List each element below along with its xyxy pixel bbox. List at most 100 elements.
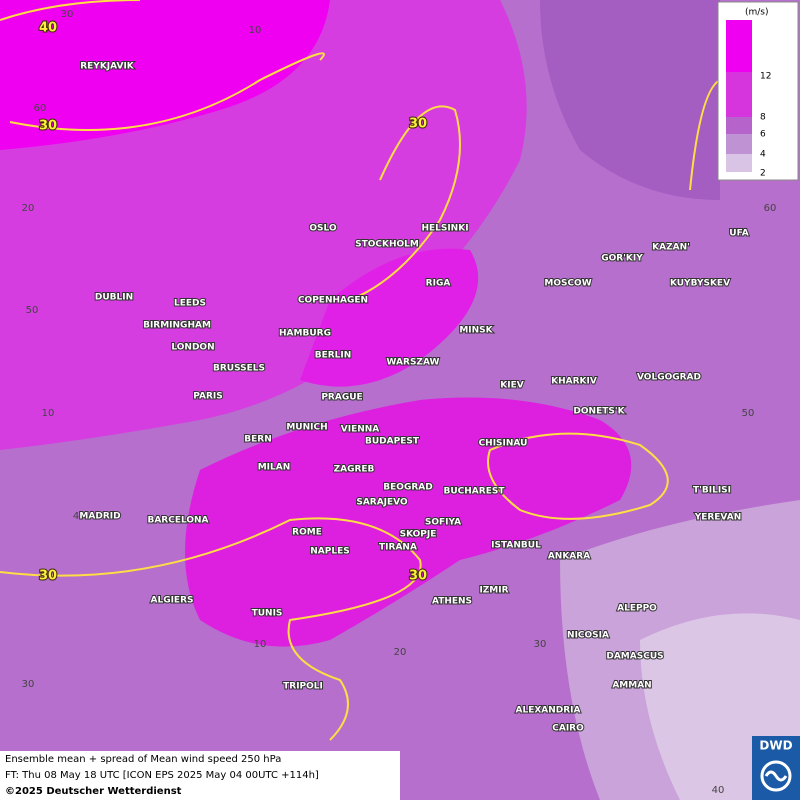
legend-level: 2: [760, 169, 766, 179]
city-label: KAZAN': [652, 243, 690, 253]
logo-text: DWD: [759, 739, 792, 753]
city-label: ISTANBUL: [491, 541, 541, 551]
grid-label: 30: [61, 9, 74, 20]
legend-level: 4: [760, 150, 766, 160]
city-label: OSLO: [309, 224, 337, 234]
legend-level: 8: [760, 113, 766, 123]
contour-label: 40: [39, 21, 57, 36]
grid-label: 20: [22, 203, 35, 214]
city-label: MILAN: [258, 463, 291, 473]
grid-label: 50: [26, 305, 39, 316]
city-label: CAIRO: [552, 724, 584, 734]
grid-label: 10: [249, 25, 262, 36]
footer-product: Ensemble mean + spread of Mean wind spee…: [5, 754, 281, 765]
city-label: MUNICH: [286, 423, 327, 433]
footer: Ensemble mean + spread of Mean wind spee…: [0, 751, 400, 800]
city-label: NICOSIA: [567, 631, 609, 641]
city-label: DUBLIN: [95, 293, 133, 303]
legend-swatch: [726, 117, 752, 134]
wind-field: [540, 0, 720, 200]
grid-label: 30: [534, 639, 547, 650]
legend-level: 12: [760, 72, 771, 82]
wind-field: [185, 397, 632, 647]
city-label: UFA: [729, 229, 748, 239]
city-label: VOLGOGRAD: [637, 373, 701, 383]
city-label: BUDAPEST: [365, 437, 420, 447]
grid-label: 30: [22, 679, 35, 690]
city-label: KHARKIV: [551, 377, 597, 387]
city-label: YEREVAN: [694, 513, 742, 523]
city-label: CHISINAU: [479, 439, 528, 449]
city-label: SOFIYA: [425, 518, 461, 528]
city-label: HAMBURG: [279, 329, 331, 339]
city-label: BIRMINGHAM: [143, 321, 211, 331]
grid-label: 60: [34, 103, 47, 114]
city-label: LONDON: [171, 343, 214, 353]
city-label: SARAJEVO: [356, 498, 408, 508]
logo-icon: [764, 770, 788, 782]
city-label: BARCELONA: [147, 516, 208, 526]
city-label: RIGA: [426, 279, 451, 289]
footer-copyright: ©2025 Deutscher Wetterdienst: [5, 786, 182, 797]
city-label: MOSCOW: [544, 279, 591, 289]
legend-swatch: [726, 134, 752, 154]
grid-label: 10: [42, 408, 55, 419]
city-label: AMMAN: [612, 681, 651, 691]
contour-label: 30: [39, 569, 57, 584]
city-label: IZMIR: [479, 586, 508, 596]
city-label: GOR'KIY: [601, 254, 643, 264]
city-label: MADRID: [79, 512, 120, 522]
city-label: VIENNA: [341, 425, 380, 435]
city-label: KIEV: [500, 381, 523, 391]
city-label: SKOPJE: [400, 530, 437, 540]
logo: DWD: [752, 736, 800, 800]
city-label: WARSZAW: [387, 358, 440, 368]
isotach: [0, 517, 422, 741]
city-label: BERLIN: [315, 351, 352, 361]
city-label: HELSINKI: [421, 224, 468, 234]
city-label: PRAGUE: [321, 393, 362, 403]
isotach: [0, 0, 721, 191]
city-label: ALEXANDRIA: [516, 706, 581, 716]
grid-label: 40: [712, 785, 725, 796]
grid-label: 50: [742, 408, 755, 419]
city-label: BEOGRAD: [383, 483, 432, 493]
legend-swatch: [726, 20, 752, 72]
city-label: DONETS'K: [573, 407, 625, 417]
grid-label: 10: [254, 639, 267, 650]
wind-field: [0, 0, 330, 150]
city-label: MINSK: [459, 326, 493, 336]
grid-label: 60: [764, 203, 777, 214]
city-label: TUNIS: [252, 609, 283, 619]
isotach: [487, 432, 669, 520]
wind-field: [300, 248, 479, 387]
city-label: BUCHAREST: [444, 487, 506, 497]
city-label: ANKARA: [548, 552, 590, 562]
city-label: STOCKHOLM: [355, 240, 419, 250]
city-label: REYKJAVIK: [80, 62, 135, 72]
city-label: COPENHAGEN: [298, 296, 368, 306]
legend-level: 6: [760, 130, 766, 140]
legend-swatch: [726, 72, 752, 117]
labels: 30 10 60 20 50 10 4 30 10 20 30 40 60 50 40 30 30 30 30 REY…: [22, 9, 777, 796]
logo-icon: [760, 760, 792, 792]
city-label: DAMASCUS: [606, 652, 663, 662]
contour-label: 30: [409, 569, 427, 584]
city-label: ALGIERS: [151, 596, 194, 606]
city-label: ZAGREB: [334, 465, 375, 475]
grid-label: 4: [73, 511, 79, 522]
city-label: TIRANA: [379, 543, 417, 553]
footer-box: [0, 751, 400, 800]
contour-label: 30: [409, 117, 427, 132]
legend: (m/s) 12 8 6 4 2: [717, 1, 799, 181]
city-label: KUYBYSKEV: [670, 279, 730, 289]
legend-unit: (m/s): [745, 8, 769, 18]
city-label: NAPLES: [310, 547, 349, 557]
contour-label: 30: [39, 119, 57, 134]
city-label: T'BILISI: [693, 486, 731, 496]
city-label: BERN: [244, 435, 271, 445]
legend-swatch: [726, 154, 752, 172]
city-label: BRUSSELS: [213, 364, 265, 374]
city-label: ALEPPO: [617, 604, 657, 614]
